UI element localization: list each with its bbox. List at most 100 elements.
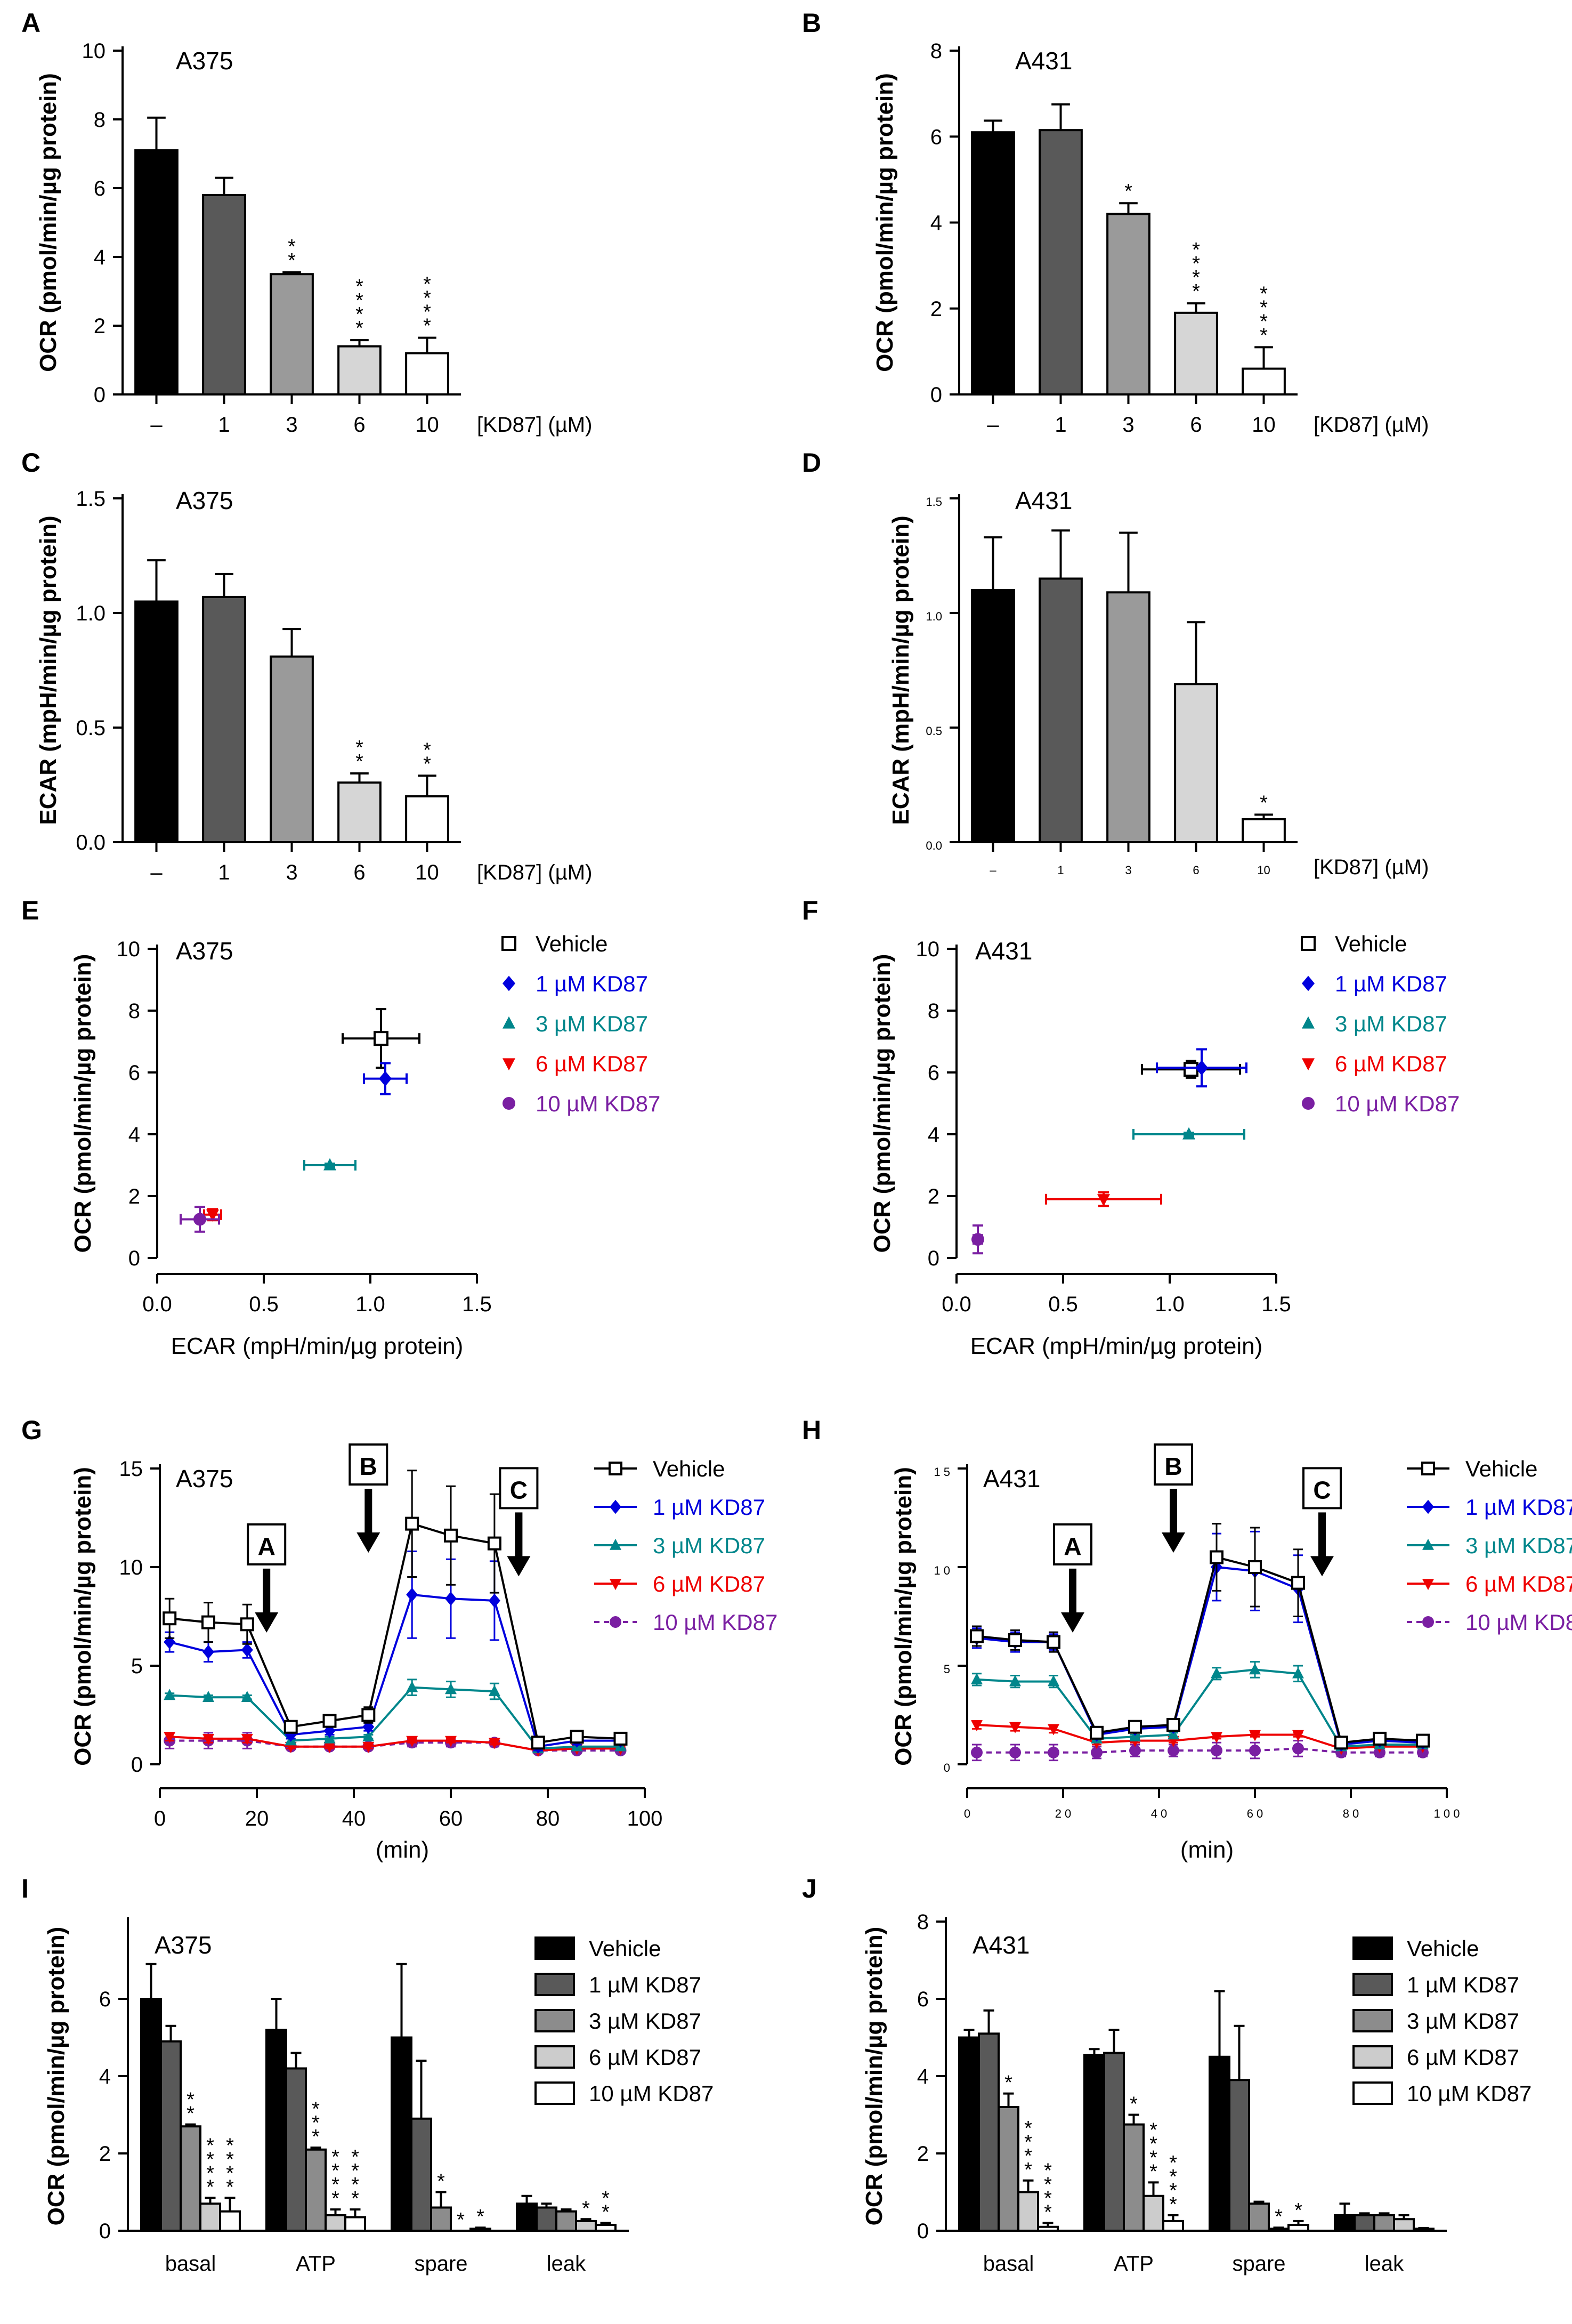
significance-stars: * * * * bbox=[1192, 239, 1200, 303]
data-point bbox=[971, 1673, 983, 1684]
x-tick-label: – bbox=[987, 413, 999, 437]
injection-label-B: B bbox=[360, 1452, 377, 1480]
significance-stars: * * * * bbox=[226, 2134, 234, 2198]
data-point bbox=[285, 1728, 297, 1742]
legend-label-2: 3 µM KD87 bbox=[1407, 2008, 1519, 2034]
data-point bbox=[971, 1746, 983, 1758]
star-glyph: * bbox=[423, 315, 431, 337]
bar-3-3 bbox=[575, 2220, 597, 2232]
bar-1 bbox=[1039, 577, 1083, 843]
series-line-0 bbox=[169, 1522, 621, 1744]
significance-stars: * * * * bbox=[1260, 283, 1268, 346]
chart-panel-C: C A375 0.0 0.5 1.0 1.5 ECAR (mpH/min/µg protei… bbox=[21, 448, 592, 884]
star-glyph: * bbox=[1192, 267, 1200, 289]
significance-stars: * * bbox=[355, 737, 363, 773]
star-glyph: * bbox=[355, 317, 363, 340]
star-glyph: * bbox=[423, 753, 431, 775]
bar-2-4 bbox=[469, 2228, 491, 2232]
significance-stars: * bbox=[1004, 2072, 1012, 2094]
panel-letter: B bbox=[802, 8, 821, 38]
star-glyph: * bbox=[1130, 2093, 1138, 2116]
bar-1-4 bbox=[344, 2216, 366, 2232]
star-glyph: * bbox=[355, 276, 363, 298]
chart-panel-G: G A375 0 5 10 15 OCR (pmol/min/µg protein) 0 20 4… bbox=[21, 1415, 777, 1863]
data-point bbox=[283, 1720, 298, 1734]
y-axis-label: OCR (pmol/min/µg protein) bbox=[861, 1927, 887, 2226]
x-tick-label: 6 bbox=[353, 861, 365, 884]
significance-stars: * bbox=[1124, 180, 1132, 203]
injection-arrow-head bbox=[1162, 1532, 1185, 1553]
y-tick-label: 6 bbox=[99, 1988, 111, 2011]
data-point bbox=[1091, 1746, 1103, 1758]
injection-box-A bbox=[1053, 1523, 1092, 1566]
injection-arrow-shaft bbox=[364, 1489, 372, 1534]
star-glyph: * bbox=[331, 2174, 339, 2196]
injection-arrow-head bbox=[1310, 1556, 1334, 1577]
y-tick-label: 10 bbox=[916, 938, 940, 961]
y-tick-label: 0 bbox=[99, 2220, 111, 2243]
legend-label-1: 1 µM KD87 bbox=[536, 971, 648, 996]
legend-marker-0 bbox=[501, 936, 516, 951]
data-point bbox=[1416, 1733, 1430, 1748]
data-point bbox=[971, 1720, 983, 1732]
chart-panel-A: A A375 0 2 4 6 8 10 OCR (pmol/min/µg protein) – 1 3… bbox=[21, 8, 592, 437]
data-point bbox=[1334, 1736, 1348, 1750]
star-glyph: * bbox=[582, 2197, 590, 2220]
x-tick-label: 10 bbox=[1257, 864, 1270, 877]
star-glyph: * bbox=[1024, 2117, 1032, 2140]
injection-box-B bbox=[1154, 1443, 1193, 1486]
legend-label-2: 3 µM KD87 bbox=[536, 1011, 648, 1036]
bar-1-1 bbox=[285, 2067, 307, 2232]
star-glyph: * bbox=[1044, 2160, 1052, 2182]
star-glyph: * bbox=[331, 2160, 339, 2182]
bar-2 bbox=[1106, 591, 1150, 844]
data-point bbox=[1168, 1745, 1179, 1757]
y-tick-label: 4 bbox=[128, 1123, 140, 1147]
x-category-label: ATP bbox=[296, 2252, 336, 2275]
data-point bbox=[1048, 1746, 1059, 1758]
data-point bbox=[613, 1731, 628, 1746]
data-point bbox=[202, 1644, 214, 1659]
scatter-point-1 bbox=[1195, 1060, 1208, 1076]
data-point bbox=[1009, 1675, 1021, 1686]
bar-3 bbox=[337, 781, 382, 843]
bar-0-2 bbox=[180, 2125, 201, 2232]
star-glyph: * bbox=[1260, 296, 1268, 319]
x-tick-label: 1 0 0 bbox=[1434, 1807, 1460, 1820]
significance-stars: * bbox=[457, 2209, 465, 2231]
bar-0-4 bbox=[1037, 2225, 1059, 2232]
star-glyph: * bbox=[1192, 280, 1200, 303]
x-tick-label: 3 bbox=[1122, 413, 1134, 437]
bar-0-3 bbox=[199, 2202, 221, 2232]
cell-line-label: A431 bbox=[973, 1931, 1030, 1959]
x-tick-label: 1.0 bbox=[1155, 1293, 1185, 1316]
injection-arrow-shaft bbox=[263, 1568, 271, 1614]
legend-marker-4 bbox=[1422, 1616, 1434, 1628]
star-glyph: * bbox=[226, 2162, 234, 2184]
star-glyph: * bbox=[457, 2209, 465, 2231]
bar-2-1 bbox=[410, 2117, 432, 2232]
y-tick-label: 0.0 bbox=[76, 831, 106, 854]
star-glyph: * bbox=[331, 2188, 339, 2210]
y-tick-label: 2 bbox=[128, 1185, 140, 1208]
bar-1-0 bbox=[265, 2029, 287, 2232]
injection-label-C: C bbox=[510, 1476, 528, 1504]
significance-stars: * * * * bbox=[351, 2146, 359, 2210]
legend-marker-3 bbox=[503, 1058, 515, 1071]
significance-stars: * * * * bbox=[1044, 2160, 1052, 2224]
y-tick-label: 1.0 bbox=[926, 610, 942, 623]
legend-label-1: 1 µM KD87 bbox=[1335, 971, 1447, 996]
legend-swatch-3 bbox=[534, 2045, 575, 2069]
star-glyph: * bbox=[187, 2103, 195, 2125]
star-glyph: * bbox=[1169, 2166, 1177, 2188]
scatter-point-0 bbox=[1184, 1062, 1198, 1077]
data-point bbox=[1047, 1635, 1060, 1649]
data-point bbox=[1373, 1731, 1387, 1746]
x-tick-label: 2 0 bbox=[1055, 1807, 1072, 1820]
star-glyph: * bbox=[476, 2206, 484, 2228]
star-glyph: * bbox=[206, 2134, 214, 2157]
data-point bbox=[1249, 1745, 1261, 1757]
